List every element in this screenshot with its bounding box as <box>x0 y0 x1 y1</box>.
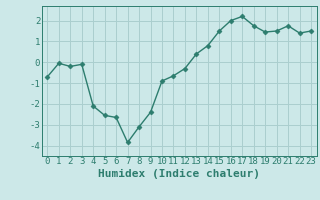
X-axis label: Humidex (Indice chaleur): Humidex (Indice chaleur) <box>98 169 260 179</box>
